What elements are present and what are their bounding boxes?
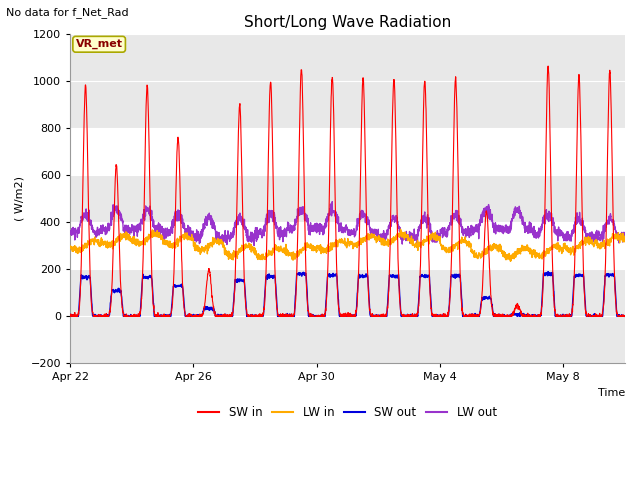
LW out (328, 199, 336, 204)
Bar (70, 316, 625, 363)
SW in (544, 63, 552, 69)
LW in (365, 237, 373, 243)
LW out (67, 228, 74, 234)
X-axis label: Time: Time (598, 388, 625, 398)
SW out (189, 313, 197, 319)
SW out (365, 299, 373, 305)
SW in (550, 293, 557, 299)
Bar (70, 175, 625, 222)
LW in (120, 232, 128, 238)
Line: SW in: SW in (70, 66, 625, 316)
SW out (268, 273, 275, 278)
SW out (621, 313, 629, 319)
SW in (189, 313, 197, 319)
Y-axis label: ( W/m2): ( W/m2) (15, 176, 25, 221)
Text: VR_met: VR_met (76, 39, 123, 49)
SW out (545, 269, 552, 275)
Line: LW out: LW out (70, 202, 625, 246)
SW in (621, 313, 629, 319)
LW out (120, 228, 128, 233)
LW in (397, 226, 404, 232)
SW out (67, 313, 74, 319)
Title: Short/Long Wave Radiation: Short/Long Wave Radiation (244, 15, 451, 30)
SW in (154, 313, 161, 319)
Line: SW out: SW out (70, 272, 625, 316)
Text: No data for f_Net_Rad: No data for f_Net_Rad (6, 7, 129, 18)
LW out (413, 243, 420, 249)
LW in (154, 228, 161, 234)
Legend: SW in, LW in, SW out, LW out: SW in, LW in, SW out, LW out (193, 401, 502, 423)
SW out (550, 288, 557, 294)
LW in (189, 235, 197, 241)
LW in (67, 245, 74, 251)
LW out (154, 222, 161, 228)
Bar (70, 34, 625, 81)
SW out (120, 313, 128, 319)
LW in (621, 236, 629, 241)
Bar (70, 81, 625, 128)
LW out (268, 212, 275, 217)
LW out (365, 222, 373, 228)
LW in (507, 258, 515, 264)
SW in (67, 313, 74, 319)
SW in (120, 313, 128, 319)
LW in (268, 250, 275, 255)
LW out (189, 228, 197, 234)
Line: LW in: LW in (70, 229, 625, 261)
SW in (365, 300, 373, 306)
SW out (154, 313, 161, 319)
Bar (70, 269, 625, 316)
SW out (67, 313, 75, 319)
SW in (268, 91, 275, 97)
LW out (621, 238, 629, 243)
LW out (550, 221, 557, 227)
LW in (550, 244, 557, 250)
